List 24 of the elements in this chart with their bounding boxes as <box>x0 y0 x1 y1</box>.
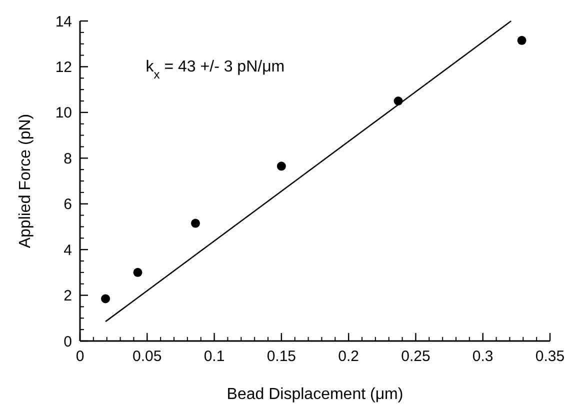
point <box>101 294 110 304</box>
x-axis-title: Bead Displacement (μm) <box>226 386 404 403</box>
x-tick-label: 0.35 <box>535 348 565 365</box>
y-tick-label: 12 <box>55 58 72 76</box>
y-axis-title: Applied Force (pN) <box>17 114 34 248</box>
x-tick-label: 0.2 <box>338 348 359 365</box>
annotation: k$_{x}$ = 43 +/- 3 pN/μm <box>146 58 285 82</box>
x-tick-label: 0.05 <box>132 348 162 365</box>
x-tick-label: 0 <box>76 348 84 365</box>
x-tick-label: 0.3 <box>472 348 494 365</box>
y-tick-label: 6 <box>64 196 72 214</box>
x-tick-label: 0.25 <box>401 348 430 365</box>
x-tick-label: 0.1 <box>204 348 225 365</box>
point <box>276 162 286 171</box>
point <box>190 218 200 228</box>
y-tick-label: 4 <box>64 242 72 259</box>
y-tick-label: 14 <box>55 13 72 30</box>
y-tick-label: 0 <box>64 333 72 350</box>
x-tick-label: 0.15 <box>266 348 296 365</box>
y-tick-label: 10 <box>55 104 72 122</box>
point <box>517 36 526 45</box>
point <box>133 268 142 277</box>
y-tick-label: 8 <box>64 150 72 168</box>
y-tick-label: 2 <box>64 288 72 305</box>
